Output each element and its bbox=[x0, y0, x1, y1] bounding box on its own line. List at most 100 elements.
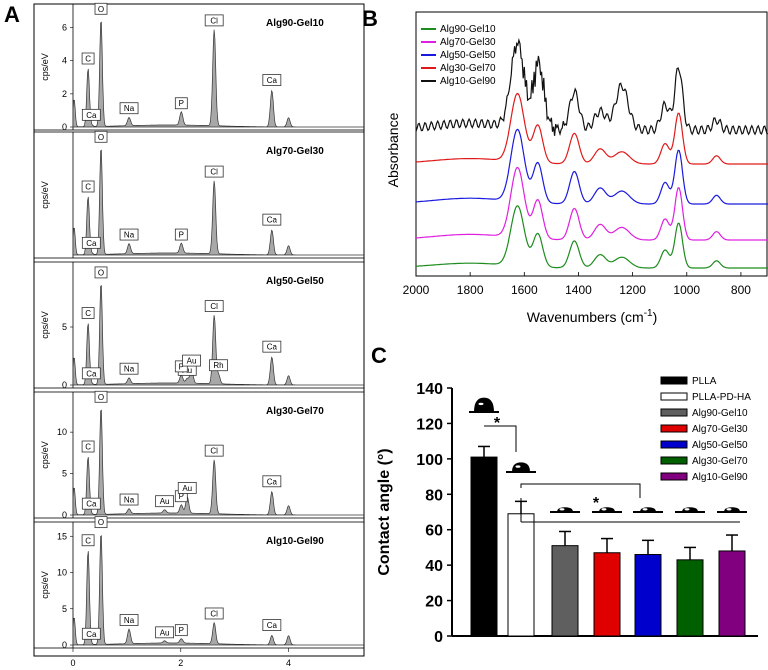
contact-legend-swatch bbox=[660, 456, 688, 465]
eds-spectrum bbox=[72, 535, 364, 646]
eds-peak-label-text: P bbox=[179, 99, 184, 108]
eds-y-tick-label: 0 bbox=[62, 122, 67, 132]
droplet-icon bbox=[550, 507, 580, 513]
contact-legend: PLLA PLLA-PD-HA Alg90-Gel10 Alg70-Gel30 Alg5… bbox=[660, 376, 751, 483]
eds-peak-label: Ca bbox=[262, 74, 282, 86]
contact-y-tick-label: 0 bbox=[434, 629, 443, 646]
contact-legend-label: Alg50-Gel50 bbox=[692, 440, 748, 451]
eds-peak-label: P bbox=[174, 624, 188, 637]
sig-star-1: * bbox=[494, 415, 501, 432]
droplet-shape bbox=[724, 507, 740, 512]
eds-peak-label-text: Ca bbox=[267, 216, 278, 225]
eds-peak-label-box bbox=[119, 614, 139, 626]
eds-peak-label-box bbox=[94, 2, 108, 15]
eds-peak-label-text: Au bbox=[160, 497, 170, 506]
eds-y-tick-label: 2 bbox=[62, 89, 67, 99]
eds-peak-label-box bbox=[94, 516, 108, 529]
eds-peak-label-box bbox=[204, 607, 224, 620]
eds-peak-label-box bbox=[94, 130, 108, 143]
contact-bar bbox=[470, 456, 498, 637]
eds-peak-label-text: C bbox=[85, 536, 91, 545]
eds-peak-label-text: Cl bbox=[210, 168, 218, 177]
eds-subplot-frame bbox=[33, 391, 365, 519]
eds-peak-label-text: Cl bbox=[210, 447, 218, 456]
eds-peak-label-box bbox=[155, 495, 175, 508]
eds-subplot: 0 5 10 15 cps/eV CO Ca Na Au P Cl Ca Alg10-Gel90 bbox=[33, 516, 365, 650]
eds-x-tick-label: 4 bbox=[286, 658, 291, 668]
eds-peak-label-text: Ca bbox=[267, 477, 278, 486]
ftir-x-tick-label: 1000 bbox=[673, 283, 700, 297]
eds-peak-label-box bbox=[81, 627, 101, 640]
eds-peak-label: Ca bbox=[262, 619, 282, 631]
eds-peak-label-box bbox=[182, 354, 201, 367]
eds-y-tick-label: 4 bbox=[62, 56, 67, 66]
ftir-x-axis-label-close: ) bbox=[653, 309, 658, 325]
contact-legend-swatch bbox=[660, 440, 688, 449]
eds-y-tick-label: 0 bbox=[62, 640, 67, 650]
eds-peak-label-text: Ca bbox=[86, 111, 97, 120]
eds-y-tick-label: 6 bbox=[62, 23, 67, 33]
ftir-x-tick-label: 1600 bbox=[511, 283, 538, 297]
contact-y-tick-label: 20 bbox=[425, 594, 443, 611]
ftir-x-axis-label-superscript: -1 bbox=[644, 308, 653, 319]
eds-peak-label-box bbox=[174, 228, 188, 241]
eds-peak-label-text: C bbox=[85, 55, 91, 64]
ftir-x-tick-label: 2000 bbox=[403, 283, 430, 297]
contact-legend-swatch bbox=[660, 376, 688, 385]
droplet-highlight bbox=[684, 508, 690, 511]
eds-peak-label-text: Au bbox=[182, 484, 192, 493]
contact-y-tick-label: 40 bbox=[425, 558, 443, 575]
eds-peak-label: Na bbox=[119, 493, 139, 506]
eds-peak-label-text: Ca bbox=[267, 76, 278, 85]
eds-peak-label-box bbox=[81, 236, 101, 249]
eds-peak-label: Ca bbox=[81, 236, 101, 249]
eds-y-axis-label: cps/eV bbox=[40, 181, 50, 209]
eds-peak-label-box bbox=[119, 228, 139, 241]
contact-legend-swatch bbox=[660, 392, 688, 401]
contact-bar bbox=[718, 550, 746, 637]
droplet-highlight bbox=[559, 508, 565, 511]
droplet-icon bbox=[633, 507, 663, 513]
panel-letter-b: B bbox=[362, 6, 378, 31]
eds-sample-name: Alg50-Gel50 bbox=[266, 276, 324, 287]
droplet-icon bbox=[717, 507, 747, 513]
eds-sample-name: Alg90-Gel10 bbox=[266, 18, 324, 29]
ftir-x-axis-label-base: Wavenumbers (cm bbox=[527, 309, 644, 325]
eds-peak-label: O bbox=[94, 266, 108, 279]
eds-peak-label-box bbox=[204, 165, 224, 178]
eds-peak-label-text: C bbox=[85, 183, 91, 192]
eds-peak-label-text: Cl bbox=[210, 609, 218, 618]
eds-peak-label-text: P bbox=[179, 362, 184, 371]
droplet-shape bbox=[640, 507, 656, 512]
eds-y-axis-label: cps/eV bbox=[40, 571, 50, 599]
ftir-legend: Alg90-Gel10 Alg70-Gel30 Alg50-Gel50 Alg30-G… bbox=[421, 24, 496, 87]
eds-spectrum bbox=[72, 409, 364, 516]
ftir-legend-label: Alg50-Gel50 bbox=[440, 50, 496, 61]
eds-sample-name: Alg10-Gel90 bbox=[266, 536, 324, 547]
ftir-x-axis-label: Wavenumbers (cm-1) bbox=[527, 308, 658, 325]
eds-subplot: 0 2 4 6 cps/eV C O Ca Na P Cl Ca Alg90-Gel10 bbox=[33, 2, 365, 132]
contact-y-axis-label: Contact angle (°) bbox=[376, 448, 393, 575]
contact-bar bbox=[507, 513, 535, 637]
eds-peak-label: P bbox=[174, 228, 188, 241]
eds-y-axis-label: cps/eV bbox=[40, 441, 50, 469]
eds-y-tick-label: 10 bbox=[57, 427, 67, 437]
eds-peak-label-box bbox=[177, 482, 197, 494]
contact-legend-swatch bbox=[660, 424, 688, 433]
eds-peak-label: Au bbox=[182, 354, 201, 367]
eds-peak-label: Cl bbox=[204, 300, 224, 312]
eds-peak-label-box bbox=[204, 300, 224, 312]
eds-peak-label-text: Ca bbox=[86, 500, 97, 509]
eds-y-axis-label: cps/eV bbox=[40, 311, 50, 339]
eds-spectrum bbox=[72, 149, 364, 256]
eds-sample-name: Alg70-Gel30 bbox=[266, 146, 324, 157]
eds-subplot-frame bbox=[33, 521, 365, 649]
contact-bar bbox=[551, 545, 579, 637]
eds-peak-label-text: Na bbox=[124, 616, 135, 625]
droplet-shape bbox=[474, 397, 494, 412]
eds-peak-label-text: Cl bbox=[210, 302, 218, 311]
contact-y-tick-label: 120 bbox=[416, 416, 443, 433]
ftir-x-tick-label: 800 bbox=[731, 283, 751, 297]
panel-letter-a: A bbox=[4, 2, 20, 27]
